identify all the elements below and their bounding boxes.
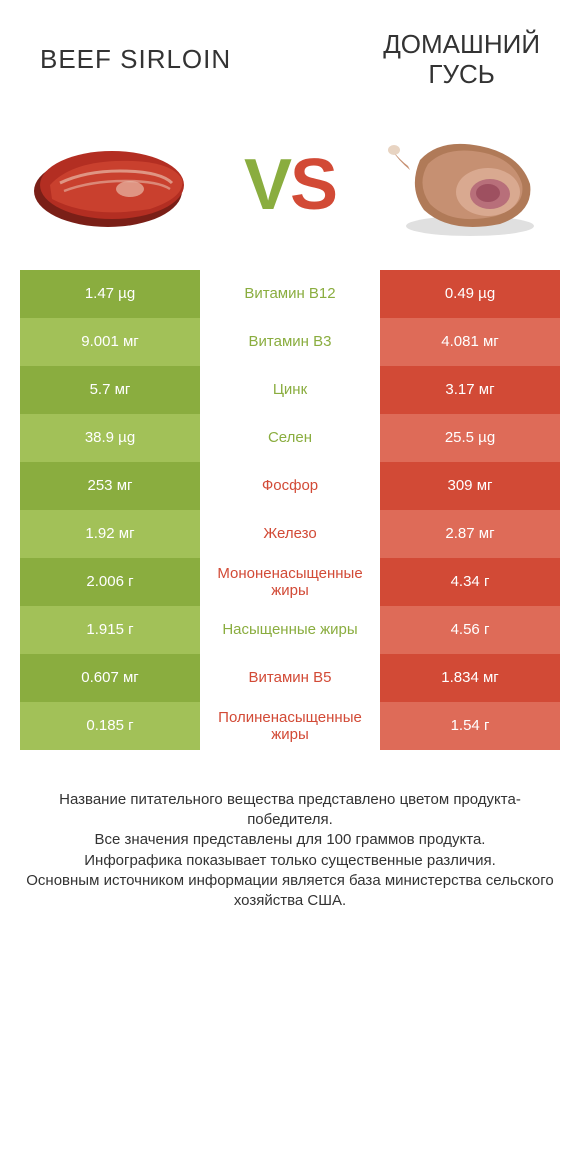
nutrient-name: Насыщенные жиры xyxy=(200,606,380,654)
table-row: 1.47 µgВитамин B120.49 µg xyxy=(20,270,560,318)
right-value: 4.56 г xyxy=(380,606,560,654)
right-value: 3.17 мг xyxy=(380,366,560,414)
nutrient-name: Мононенасыщенные жиры xyxy=(200,558,380,606)
left-value: 9.001 мг xyxy=(20,318,200,366)
right-value: 4.34 г xyxy=(380,558,560,606)
left-value: 253 мг xyxy=(20,462,200,510)
title-right: ДОМАШНИЙ ГУСЬ xyxy=(383,30,540,90)
table-row: 253 мгФосфор309 мг xyxy=(20,462,560,510)
footer-line-3: Инфографика показывает только существенн… xyxy=(24,851,556,871)
nutrient-name: Селен xyxy=(200,414,380,462)
nutrient-name: Фосфор xyxy=(200,462,380,510)
nutrient-name: Витамин B3 xyxy=(200,318,380,366)
vs-s: S xyxy=(290,145,336,225)
table-row: 38.9 µgСелен25.5 µg xyxy=(20,414,560,462)
left-value: 5.7 мг xyxy=(20,366,200,414)
comparison-table: 1.47 µgВитамин B120.49 µg9.001 мгВитамин… xyxy=(20,270,560,750)
title-right-line2: ГУСЬ xyxy=(383,60,540,90)
nutrient-name: Витамин B5 xyxy=(200,654,380,702)
right-value: 2.87 мг xyxy=(380,510,560,558)
right-value: 309 мг xyxy=(380,462,560,510)
right-value: 1.54 г xyxy=(380,702,560,750)
title-left: BEEF SIRLOIN xyxy=(40,44,231,75)
table-row: 2.006 гМононенасыщенные жиры4.34 г xyxy=(20,558,560,606)
left-value: 2.006 г xyxy=(20,558,200,606)
header: BEEF SIRLOIN ДОМАШНИЙ ГУСЬ xyxy=(0,0,580,110)
nutrient-name: Железо xyxy=(200,510,380,558)
left-value: 0.607 мг xyxy=(20,654,200,702)
nutrient-name: Витамин B12 xyxy=(200,270,380,318)
vs-v: V xyxy=(244,145,290,225)
table-row: 5.7 мгЦинк3.17 мг xyxy=(20,366,560,414)
left-value: 0.185 г xyxy=(20,702,200,750)
nutrient-name: Полиненасыщенные жиры xyxy=(200,702,380,750)
beef-image xyxy=(30,130,200,240)
table-row: 0.185 гПолиненасыщенные жиры1.54 г xyxy=(20,702,560,750)
footer-line-2: Все значения представлены для 100 граммо… xyxy=(24,830,556,850)
footer-line-4: Основным источником информации является … xyxy=(24,871,556,912)
goose-image xyxy=(380,130,550,240)
table-row: 0.607 мгВитамин B51.834 мг xyxy=(20,654,560,702)
right-value: 0.49 µg xyxy=(380,270,560,318)
table-row: 1.92 мгЖелезо2.87 мг xyxy=(20,510,560,558)
right-value: 1.834 мг xyxy=(380,654,560,702)
left-value: 1.47 µg xyxy=(20,270,200,318)
vs-label: VS xyxy=(244,144,336,226)
footer: Название питательного вещества представл… xyxy=(0,750,580,912)
right-value: 4.081 мг xyxy=(380,318,560,366)
left-value: 38.9 µg xyxy=(20,414,200,462)
left-value: 1.92 мг xyxy=(20,510,200,558)
nutrient-name: Цинк xyxy=(200,366,380,414)
hero-row: VS xyxy=(0,110,580,270)
left-value: 1.915 г xyxy=(20,606,200,654)
right-value: 25.5 µg xyxy=(380,414,560,462)
table-row: 9.001 мгВитамин B34.081 мг xyxy=(20,318,560,366)
table-row: 1.915 гНасыщенные жиры4.56 г xyxy=(20,606,560,654)
goose-meat-icon xyxy=(380,130,550,240)
beef-sirloin-icon xyxy=(30,135,200,235)
footer-line-1: Название питательного вещества представл… xyxy=(24,790,556,831)
title-right-line1: ДОМАШНИЙ xyxy=(383,30,540,60)
